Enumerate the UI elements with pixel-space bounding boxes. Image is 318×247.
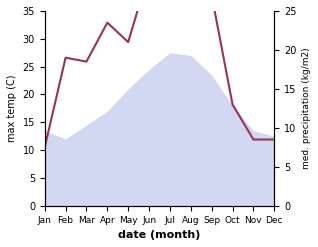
Y-axis label: med. precipitation (kg/m2): med. precipitation (kg/m2) [302, 48, 311, 169]
X-axis label: date (month): date (month) [118, 230, 201, 240]
Y-axis label: max temp (C): max temp (C) [7, 75, 17, 142]
